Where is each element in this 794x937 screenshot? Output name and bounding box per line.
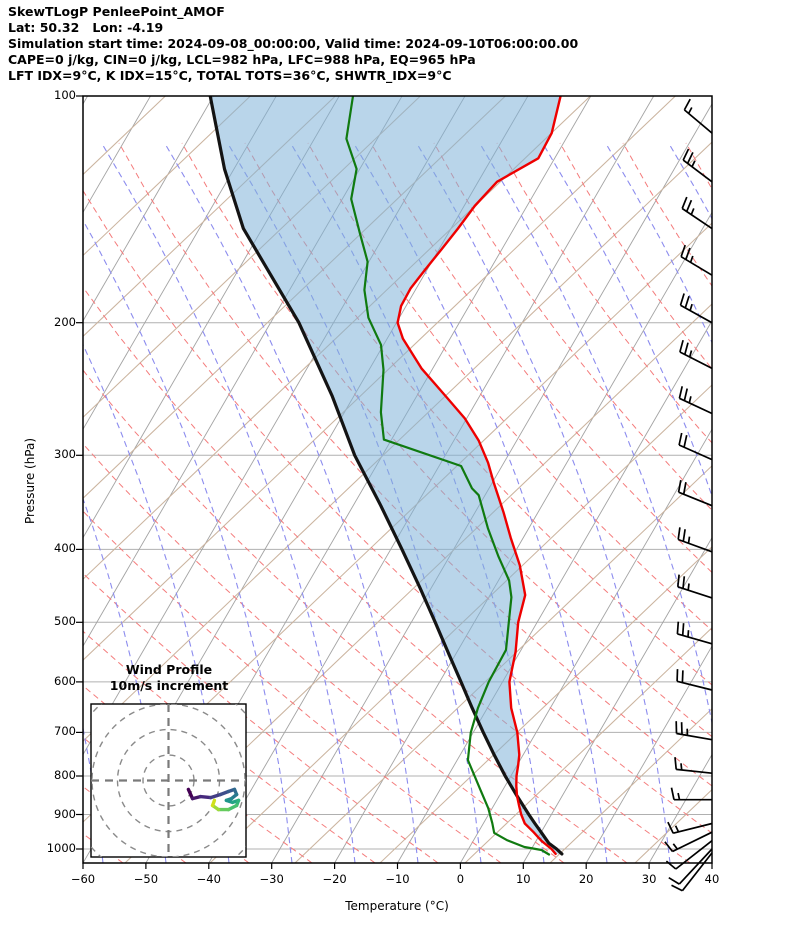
x-tick-label: −40	[196, 872, 221, 886]
moist-adiabat-line	[101, 142, 356, 863]
wind-barb	[675, 721, 713, 741]
wind-barb	[679, 339, 713, 370]
isotherm-line	[83, 96, 277, 431]
lat-lon-line: Lat: 50.32 Lon: -4.19	[8, 20, 164, 35]
isotherm-line	[711, 862, 712, 863]
hodograph-inset	[90, 703, 247, 858]
stability-indices-line: LFT IDX=9°C, K IDX=15°C, TOTAL TOTS=36°C…	[8, 68, 452, 83]
mixing-line	[720, 96, 794, 863]
moist-adiabat-line	[479, 142, 712, 726]
wind-barb	[682, 148, 713, 183]
moist-adiabat-line	[83, 725, 104, 863]
x-tick-label: −30	[259, 872, 284, 886]
moist-adiabat-line	[542, 142, 712, 498]
wind-barb	[678, 386, 713, 415]
wind-barb	[664, 831, 713, 853]
wind-barb	[681, 196, 713, 230]
mixing-line	[83, 141, 712, 742]
wind-barb	[678, 432, 713, 461]
wind-barb	[676, 574, 713, 599]
temperature-line	[396, 96, 562, 856]
wind-barb	[668, 848, 713, 885]
wind-barb-column	[664, 98, 713, 892]
isotherm-line	[83, 96, 214, 322]
x-axis-label: Temperature (°C)	[345, 899, 449, 913]
wind-barb	[670, 787, 712, 801]
dry-adiabat-line	[685, 142, 712, 190]
hodograph-title: Wind Profile	[125, 662, 213, 677]
mixing-line	[294, 465, 712, 863]
wind-barb	[677, 479, 713, 507]
x-tick-label: −20	[322, 872, 347, 886]
x-tick-label: 20	[578, 872, 594, 886]
y-tick-label: 400	[54, 541, 76, 556]
y-tick-label: 100	[54, 88, 76, 102]
wind-barb	[667, 821, 713, 835]
wind-barb	[677, 527, 713, 553]
moist-adiabat-line	[668, 142, 712, 220]
y-tick-label: 500	[54, 614, 76, 629]
moist-adiabat-line	[732, 143, 794, 863]
mixing-line	[124, 303, 712, 863]
wind-barb	[676, 669, 713, 691]
wind-barb	[683, 98, 713, 134]
sim-time-line: Simulation start time: 2024-09-08_00:00:…	[8, 36, 579, 51]
dewpoint-line	[345, 96, 551, 856]
hodograph-trace-segment	[210, 798, 217, 808]
y-tick-label: 800	[54, 768, 76, 783]
mixing-line	[83, 96, 676, 661]
isotherm-line	[522, 536, 712, 863]
y-tick-label: 300	[54, 447, 76, 462]
plot-background	[0, 96, 794, 863]
x-tick-label: 0	[456, 872, 465, 886]
isotherm-line	[83, 96, 88, 105]
y-tick-label: 600	[54, 673, 76, 688]
y-tick-label: 900	[54, 806, 76, 821]
wind-barb	[671, 852, 713, 892]
mixing-line	[209, 384, 712, 863]
wind-barb	[674, 757, 713, 775]
x-tick-label: −50	[133, 872, 159, 886]
x-tick-label: 10	[515, 872, 531, 886]
x-tick-label: −10	[385, 872, 410, 886]
isotherm-line	[271, 103, 712, 863]
wind-barb	[679, 293, 713, 324]
moist-adiabat-line	[83, 219, 293, 863]
isotherm-line	[0, 96, 25, 863]
x-tick-label: 30	[641, 872, 657, 886]
wind-barb	[676, 621, 713, 645]
isotherm-line	[585, 645, 712, 863]
hodograph-trace-segment	[208, 792, 223, 800]
y-tick-label: 1000	[46, 841, 76, 855]
parcel-trace-line	[208, 96, 564, 856]
cape-shade-region	[210, 96, 562, 854]
hodograph-trace-segment	[198, 794, 213, 800]
wind-barb	[680, 244, 713, 276]
x-tick-label: −60	[70, 872, 96, 886]
x-tick-label: 40	[704, 872, 720, 886]
mixing-line	[83, 96, 251, 257]
dry-adiabat-line	[559, 142, 712, 370]
dry-adiabat-line	[749, 143, 794, 863]
hodograph-subtitle: 10m/s increment	[109, 678, 229, 693]
cape-indices-line: CAPE=0 j/kg, CIN=0 j/kg, LCL=982 hPa, LF…	[8, 52, 476, 67]
y-tick-label: 200	[54, 314, 76, 329]
mixing-line	[634, 788, 712, 863]
mixing-line	[464, 627, 712, 863]
y-tick-label: 700	[54, 724, 76, 739]
moist-adiabat-line	[416, 142, 671, 863]
dry-adiabat-line	[496, 142, 712, 444]
moist-adiabat-line	[605, 142, 712, 344]
mixing-line	[83, 96, 336, 338]
page-title: SkewTLogP PenleePoint_AMOF	[8, 4, 225, 19]
moist-adiabat-line	[164, 142, 419, 863]
